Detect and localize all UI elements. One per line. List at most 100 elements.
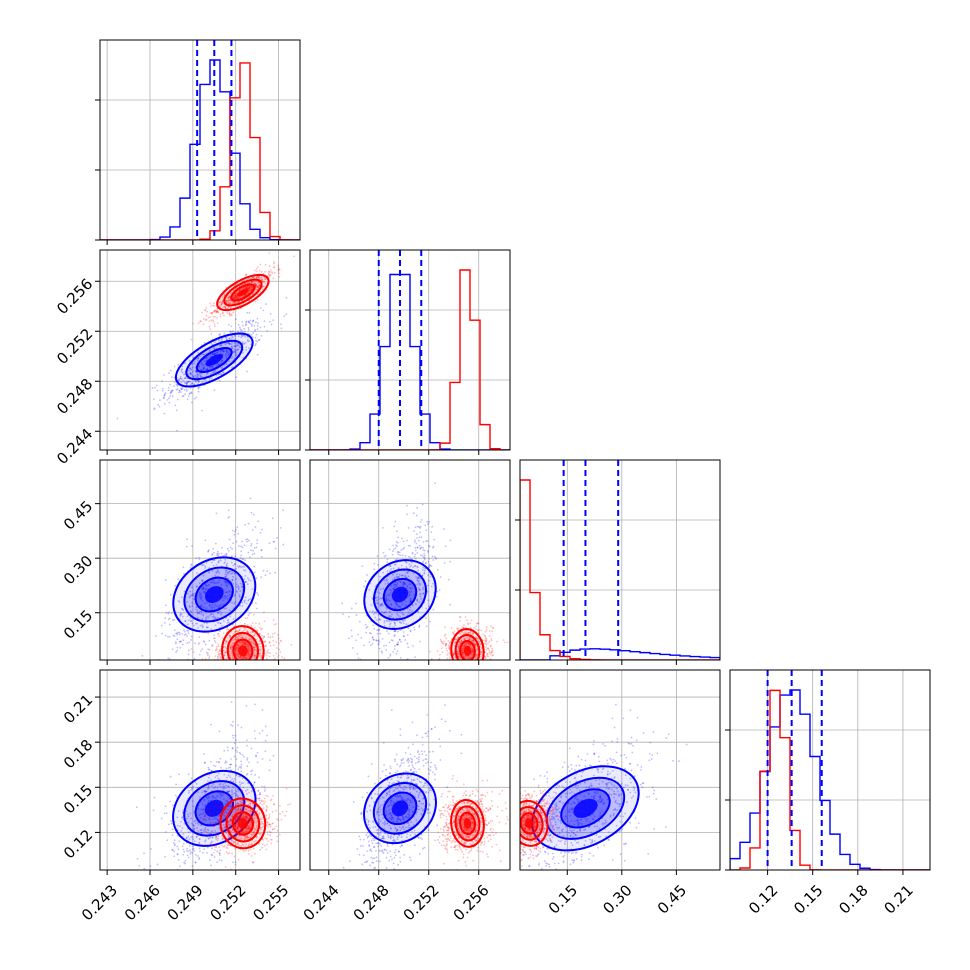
- sample-point: [256, 266, 259, 268]
- sample-point: [223, 562, 226, 565]
- sample-point: [453, 653, 455, 656]
- sample-point: [480, 629, 483, 632]
- sample-point: [251, 641, 254, 644]
- sample-point: [230, 343, 233, 345]
- sample-point: [179, 614, 182, 617]
- sample-point: [227, 619, 229, 622]
- sample-point: [435, 595, 438, 598]
- sample-point: [458, 640, 461, 643]
- sample-point: [432, 559, 435, 561]
- sample-point: [222, 350, 225, 353]
- sample-point: [254, 649, 256, 651]
- sample-point: [422, 546, 424, 549]
- panel-1-0: [95, 249, 301, 455]
- sample-point: [228, 337, 230, 340]
- sample-point: [451, 662, 453, 664]
- sample-point: [181, 877, 183, 879]
- sample-point: [197, 351, 200, 354]
- sample-point: [164, 831, 167, 833]
- sample-point: [236, 654, 239, 657]
- sample-point: [421, 588, 424, 591]
- sample-point: [220, 552, 223, 555]
- sample-point: [209, 316, 212, 318]
- sample-point: [446, 649, 448, 652]
- sample-point: [234, 636, 237, 639]
- sample-point: [248, 647, 251, 650]
- sample-point: [265, 645, 268, 647]
- sample-point: [190, 391, 193, 394]
- sample-point: [255, 286, 257, 289]
- sample-point: [243, 342, 246, 345]
- sample-point: [227, 509, 230, 512]
- sample-point: [263, 320, 266, 323]
- sample-point: [416, 546, 419, 549]
- sample-point: [366, 626, 369, 628]
- sample-point: [268, 769, 271, 772]
- sample-point: [205, 607, 208, 610]
- sample-point: [423, 558, 426, 561]
- sample-point: [229, 546, 232, 549]
- sample-point: [262, 280, 265, 283]
- sample-point: [452, 662, 454, 664]
- sample-point: [360, 637, 363, 639]
- sample-point: [253, 781, 256, 783]
- red-contour: [232, 638, 254, 660]
- sample-point: [207, 316, 210, 319]
- sample-point: [176, 824, 179, 827]
- sample-point: [378, 628, 381, 631]
- sample-point: [470, 649, 473, 651]
- sample-point: [246, 538, 249, 541]
- sample-point: [228, 299, 231, 302]
- sample-point: [220, 303, 223, 306]
- sample-point: [466, 632, 469, 635]
- sample-point: [423, 557, 426, 559]
- sample-point: [378, 629, 381, 632]
- sample-point: [206, 626, 208, 629]
- sample-point: [430, 585, 433, 588]
- sample-point: [187, 831, 190, 834]
- sample-point: [371, 642, 374, 645]
- sample-point: [229, 302, 232, 305]
- sample-point: [199, 624, 202, 627]
- sample-point: [172, 634, 175, 637]
- sample-point: [208, 377, 211, 380]
- sample-point: [478, 641, 481, 643]
- sample-point: [192, 845, 194, 848]
- sample-point: [393, 588, 395, 590]
- sample-point: [217, 311, 220, 314]
- sample-point: [215, 798, 218, 801]
- sample-point: [230, 664, 232, 666]
- sample-point: [253, 546, 256, 549]
- sample-point: [225, 761, 228, 764]
- sample-point: [256, 751, 259, 754]
- sample-point: [203, 809, 205, 811]
- sample-point: [377, 564, 380, 566]
- sample-point: [206, 585, 208, 588]
- sample-point: [216, 612, 219, 615]
- sample-point: [440, 640, 442, 643]
- sample-point: [205, 796, 207, 799]
- sample-point: [386, 561, 389, 564]
- sample-point: [424, 567, 427, 570]
- sample-point: [210, 342, 213, 345]
- sample-point: [423, 572, 426, 575]
- sample-point: [212, 564, 215, 567]
- sample-point: [191, 800, 194, 803]
- sample-point: [401, 574, 403, 577]
- sample-point: [203, 353, 205, 356]
- sample-point: [453, 662, 455, 664]
- sample-point: [163, 394, 166, 397]
- sample-point: [461, 651, 464, 654]
- sample-point: [204, 792, 206, 795]
- sample-point: [186, 381, 188, 384]
- sample-point: [433, 538, 436, 541]
- sample-point: [217, 772, 220, 775]
- sample-point: [189, 383, 192, 386]
- sample-point: [233, 301, 236, 304]
- sample-point: [223, 595, 226, 598]
- sample-point: [229, 662, 231, 664]
- sample-point: [182, 842, 185, 845]
- sample-point: [390, 603, 393, 606]
- sample-point: [222, 306, 224, 309]
